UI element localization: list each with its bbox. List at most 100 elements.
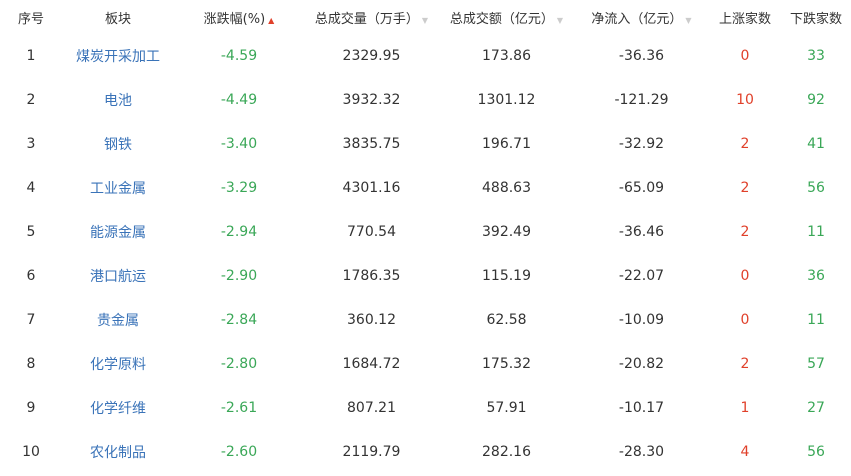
inflow-cell: -36.46: [618, 224, 665, 240]
table-row[interactable]: 10 农化制品 -2.60 2119.79 282.16 -28.30 4 56: [0, 430, 851, 474]
up-count-cell: 0: [740, 48, 750, 64]
sector-name-link[interactable]: 化学纤维: [90, 401, 146, 417]
sector-name-link[interactable]: 港口航运: [90, 269, 146, 285]
change-cell: -2.80: [220, 356, 258, 372]
header-inflow-label: 净流入（亿元）: [591, 11, 683, 27]
rank-cell: 5: [26, 224, 36, 240]
inflow-cell: -121.29: [614, 92, 669, 108]
volume-cell: 3932.32: [342, 92, 401, 108]
rank-cell: 7: [26, 312, 36, 328]
down-count-cell: 57: [807, 356, 825, 372]
amount-cell: 62.58: [486, 312, 527, 328]
sort-up-icon[interactable]: ▲: [268, 15, 275, 25]
table-row[interactable]: 2 电池 -4.49 3932.32 1301.12 -121.29 10 92: [0, 78, 851, 122]
table-row[interactable]: 9 化学纤维 -2.61 807.21 57.91 -10.17 1 27: [0, 386, 851, 430]
rank-cell: 8: [26, 356, 36, 372]
up-count-cell: 4: [740, 444, 750, 460]
table-row[interactable]: 6 港口航运 -2.90 1786.35 115.19 -22.07 0 36: [0, 254, 851, 298]
rank-cell: 3: [26, 136, 36, 152]
header-change-label: 涨跌幅(%): [203, 11, 266, 27]
down-count-cell: 56: [807, 444, 825, 460]
sector-name-link[interactable]: 化学原料: [90, 357, 146, 373]
sort-icon[interactable]: ▼: [421, 15, 429, 25]
table-row[interactable]: 1 煤炭开采加工 -4.59 2329.95 173.86 -36.36 0 33: [0, 34, 851, 78]
amount-cell: 173.86: [482, 48, 531, 64]
header-change[interactable]: 涨跌幅(%) ▲: [174, 0, 304, 34]
header-down-count: 下跌家数: [789, 11, 842, 27]
table-row[interactable]: 3 钢铁 -3.40 3835.75 196.71 -32.92 2 41: [0, 122, 851, 166]
rank-cell: 1: [26, 48, 36, 64]
up-count-cell: 10: [736, 92, 754, 108]
sector-name-link[interactable]: 能源金属: [90, 225, 146, 241]
header-up-count: 上涨家数: [718, 11, 771, 27]
header-amount-label: 总成交额（亿元）: [449, 11, 554, 27]
up-count-cell: 2: [740, 180, 750, 196]
amount-cell: 1301.12: [477, 92, 536, 108]
change-cell: -4.59: [220, 48, 258, 64]
header-volume-label: 总成交量（万手）: [314, 11, 419, 27]
inflow-cell: -28.30: [618, 444, 665, 460]
change-cell: -3.29: [220, 180, 258, 196]
rank-cell: 4: [26, 180, 36, 196]
inflow-cell: -20.82: [618, 356, 665, 372]
volume-cell: 1684.72: [342, 356, 401, 372]
up-count-cell: 2: [740, 224, 750, 240]
amount-cell: 57.91: [486, 400, 527, 416]
change-cell: -2.61: [220, 400, 258, 416]
sort-icon[interactable]: ▼: [556, 15, 564, 25]
inflow-cell: -10.09: [618, 312, 665, 328]
sector-name-link[interactable]: 工业金属: [90, 181, 146, 197]
up-count-cell: 0: [740, 312, 750, 328]
change-cell: -2.94: [220, 224, 258, 240]
table-row[interactable]: 7 贵金属 -2.84 360.12 62.58 -10.09 0 11: [0, 298, 851, 342]
sector-name-link[interactable]: 电池: [104, 93, 132, 109]
change-cell: -2.90: [220, 268, 258, 284]
volume-cell: 1786.35: [342, 268, 401, 284]
inflow-cell: -36.36: [618, 48, 665, 64]
amount-cell: 392.49: [482, 224, 531, 240]
inflow-cell: -32.92: [618, 136, 665, 152]
volume-cell: 2119.79: [342, 444, 401, 460]
amount-cell: 488.63: [482, 180, 531, 196]
inflow-cell: -65.09: [618, 180, 665, 196]
header-row: 序号 板块 涨跌幅(%) ▲ 总成交量（万手） ▼ 总成交额（亿元） ▼ 净流入（亿元…: [0, 0, 851, 34]
rank-cell: 10: [22, 444, 40, 460]
sort-icon[interactable]: ▼: [685, 15, 692, 25]
volume-cell: 3835.75: [342, 136, 401, 152]
up-count-cell: 2: [740, 356, 750, 372]
change-cell: -2.60: [220, 444, 258, 460]
table-row[interactable]: 5 能源金属 -2.94 770.54 392.49 -36.46 2 11: [0, 210, 851, 254]
volume-cell: 770.54: [347, 224, 396, 240]
rank-cell: 6: [26, 268, 36, 284]
sector-name-link[interactable]: 煤炭开采加工: [76, 49, 160, 65]
rank-cell: 2: [26, 92, 36, 108]
table-row[interactable]: 4 工业金属 -3.29 4301.16 488.63 -65.09 2 56: [0, 166, 851, 210]
volume-cell: 807.21: [347, 400, 396, 416]
down-count-cell: 27: [807, 400, 825, 416]
amount-cell: 175.32: [482, 356, 531, 372]
amount-cell: 196.71: [482, 136, 531, 152]
change-cell: -4.49: [220, 92, 258, 108]
change-cell: -2.84: [220, 312, 258, 328]
sector-name-link[interactable]: 钢铁: [104, 137, 132, 153]
down-count-cell: 11: [807, 224, 825, 240]
down-count-cell: 36: [807, 268, 825, 284]
down-count-cell: 33: [807, 48, 825, 64]
inflow-cell: -10.17: [618, 400, 665, 416]
up-count-cell: 2: [740, 136, 750, 152]
sector-name-link[interactable]: 农化制品: [90, 445, 146, 461]
header-inflow[interactable]: 净流入（亿元） ▼: [574, 0, 709, 34]
table-row[interactable]: 8 化学原料 -2.80 1684.72 175.32 -20.82 2 57: [0, 342, 851, 386]
down-count-cell: 11: [807, 312, 825, 328]
volume-cell: 2329.95: [342, 48, 401, 64]
header-sector: 板块: [104, 11, 131, 27]
header-amount[interactable]: 总成交额（亿元） ▼: [439, 0, 574, 34]
up-count-cell: 1: [740, 400, 750, 416]
amount-cell: 282.16: [482, 444, 531, 460]
header-volume[interactable]: 总成交量（万手） ▼: [304, 0, 439, 34]
volume-cell: 360.12: [347, 312, 396, 328]
down-count-cell: 56: [807, 180, 825, 196]
inflow-cell: -22.07: [618, 268, 665, 284]
sector-name-link[interactable]: 贵金属: [97, 313, 139, 329]
